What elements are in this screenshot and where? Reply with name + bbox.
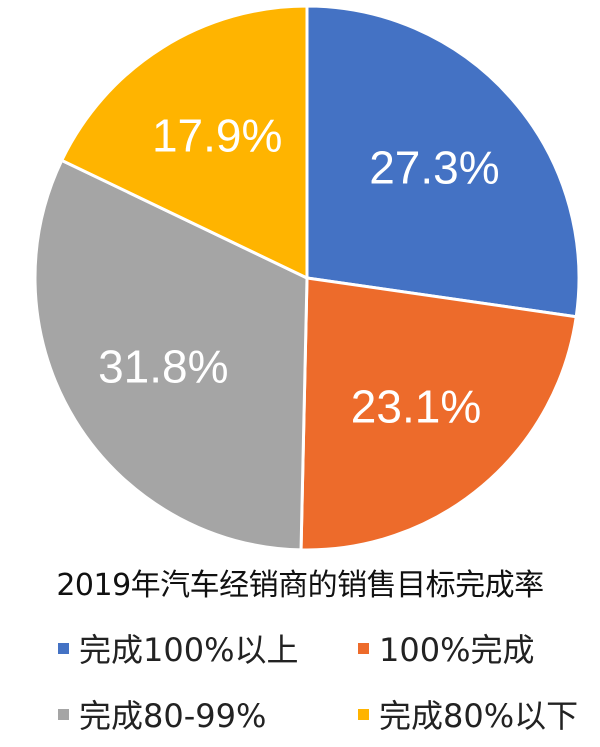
pie-slice	[299, 276, 578, 552]
slice-data-label: 23.1%	[351, 381, 481, 433]
legend-swatch	[358, 708, 369, 720]
legend-label: 完成100%以上	[79, 631, 299, 669]
slice-data-label: 31.8%	[98, 340, 228, 392]
pie-slice	[33, 158, 309, 552]
legend-item-under-80: 完成80%以下	[358, 694, 598, 735]
legend-swatch	[58, 642, 69, 654]
pie-slice	[305, 4, 581, 319]
legend: 完成100%以上 100%完成 完成80-99% 完成80%以下	[58, 628, 598, 735]
legend-item-over-100: 完成100%以上	[58, 628, 358, 669]
legend-label: 完成80-99%	[79, 697, 267, 735]
legend-label: 完成80%以下	[379, 697, 579, 735]
legend-label: 100%完成	[379, 631, 535, 669]
slice-data-label: 27.3%	[369, 142, 499, 194]
legend-item-100: 100%完成	[358, 628, 598, 669]
legend-item-80-99: 完成80-99%	[58, 694, 358, 735]
legend-swatch	[58, 708, 69, 720]
legend-swatch	[358, 642, 369, 654]
pie-chart: 27.3% 23.1% 31.8% 17.9%	[33, 4, 581, 552]
pie-slice	[59, 4, 309, 281]
chart-title: 2019年汽车经销商的销售目标完成率	[56, 568, 544, 603]
slice-data-label: 17.9%	[152, 109, 282, 161]
